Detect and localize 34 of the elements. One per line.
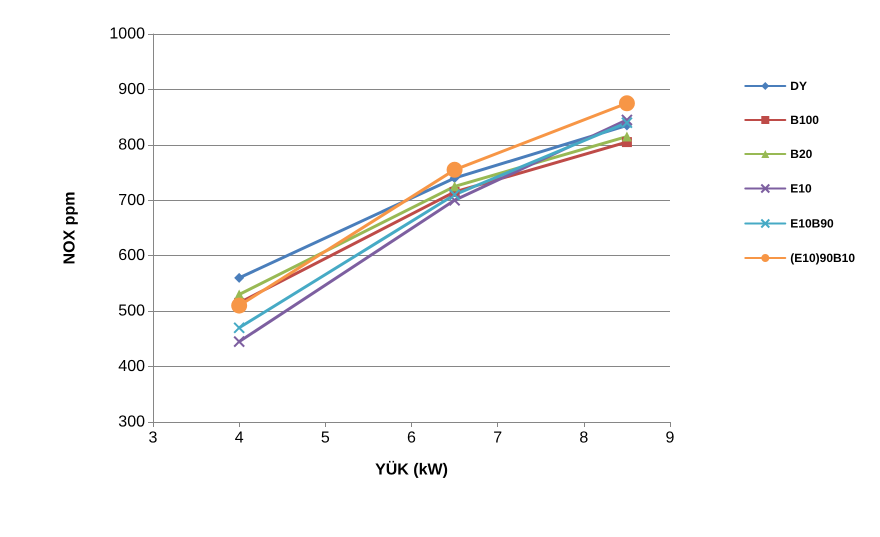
point [620, 116, 633, 129]
x-tick-label: 4 [234, 430, 244, 446]
point [231, 298, 248, 314]
point [622, 132, 632, 142]
x-tick-label: 6 [407, 430, 416, 446]
legend-label: E10 [790, 182, 812, 196]
x-tick-label: 8 [579, 430, 588, 446]
legend-label: DY [790, 79, 807, 93]
legend-label: E10B90 [790, 216, 834, 230]
y-tick-label: 400 [118, 358, 146, 376]
x-tick-label: 3 [148, 430, 158, 446]
y-tick-label: 700 [118, 192, 146, 209]
y-axis-title: NOX ppm [62, 192, 78, 264]
point [620, 114, 633, 126]
x-tick-label: 9 [666, 430, 675, 446]
legend-label: B20 [790, 147, 813, 161]
y-tick-label: 600 [118, 247, 146, 264]
point [234, 272, 244, 283]
y-tick-label: 800 [118, 136, 146, 154]
point [448, 188, 461, 201]
x-tick-label: 7 [493, 430, 502, 446]
point [448, 194, 461, 206]
y-tick-label: 1000 [109, 26, 146, 42]
y-tick-label: 900 [118, 80, 146, 98]
point [446, 162, 463, 178]
y-tick-label: 300 [118, 414, 146, 430]
x-axis-title: YÜK (kW) [375, 460, 448, 478]
y-tick-label: 500 [118, 302, 146, 320]
legend-label: (E10)90B10 [790, 251, 856, 265]
point [618, 95, 635, 112]
point [233, 322, 246, 334]
legend-label: B100 [790, 113, 820, 127]
x-tick-label: 5 [320, 430, 330, 446]
point [233, 336, 246, 348]
